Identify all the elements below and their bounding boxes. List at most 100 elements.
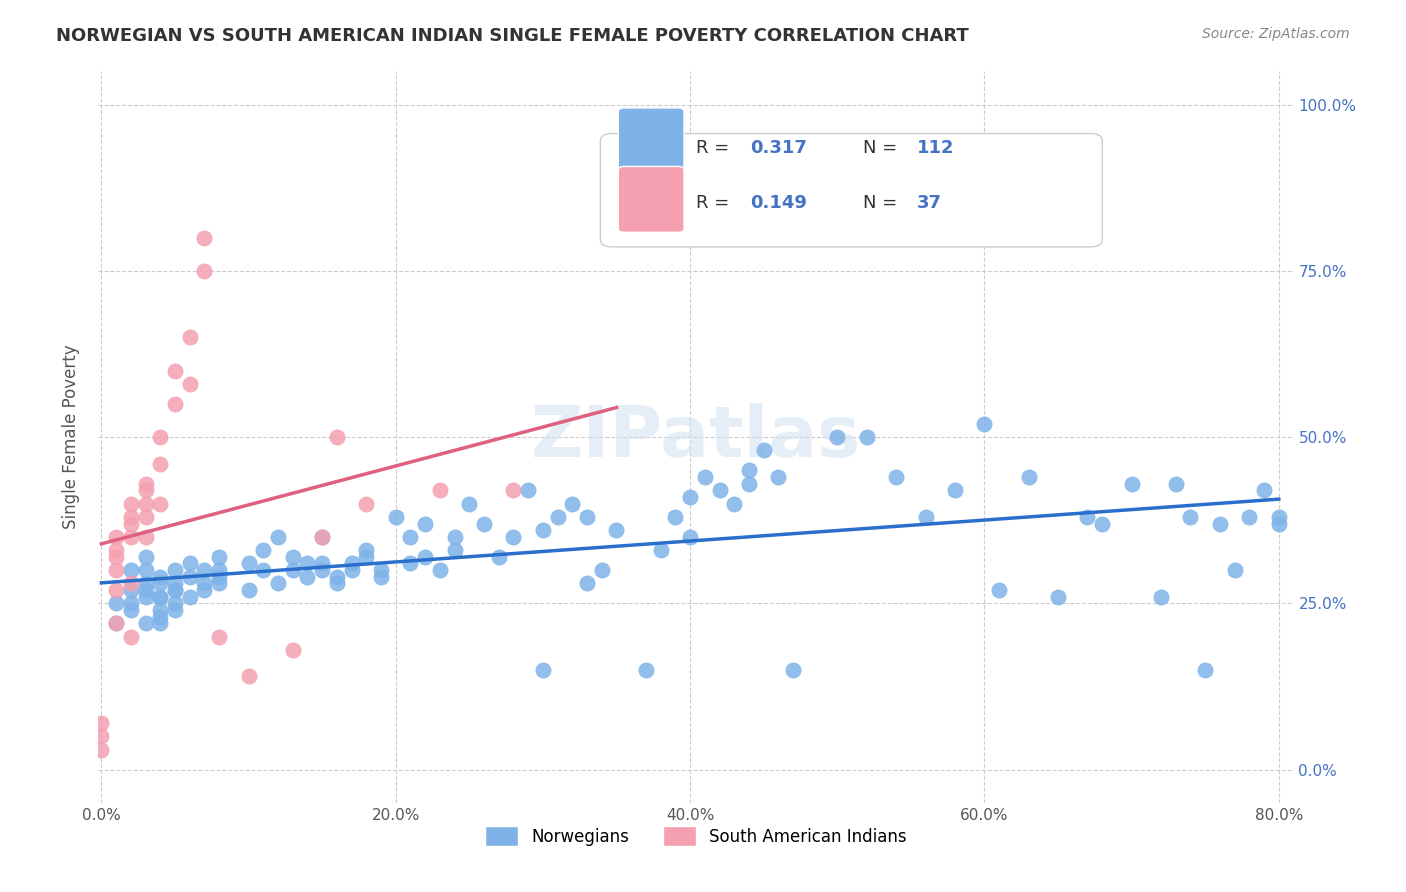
Point: [120, 516, 142, 531]
Point: [1164, 476, 1187, 491]
Point: [1121, 476, 1143, 491]
Text: Source: ZipAtlas.com: Source: ZipAtlas.com: [1202, 27, 1350, 41]
Text: 0.317: 0.317: [749, 139, 807, 157]
Point: [531, 523, 554, 537]
Point: [297, 557, 319, 571]
Point: [120, 630, 142, 644]
Point: [399, 557, 422, 571]
Text: N =: N =: [863, 139, 903, 157]
Point: [591, 563, 613, 577]
Point: [252, 563, 274, 577]
Point: [193, 576, 215, 591]
Point: [340, 563, 363, 577]
Point: [193, 264, 215, 278]
Point: [179, 376, 201, 391]
Point: [105, 549, 128, 564]
Point: [163, 576, 186, 591]
Point: [768, 470, 790, 484]
Point: [443, 543, 465, 558]
Point: [149, 497, 172, 511]
Point: [458, 497, 481, 511]
Text: R =: R =: [696, 194, 735, 212]
Point: [988, 582, 1011, 597]
Point: [134, 563, 156, 577]
Point: [884, 470, 907, 484]
Point: [1180, 509, 1202, 524]
Point: [1268, 509, 1291, 524]
Point: [163, 363, 186, 377]
Point: [429, 563, 451, 577]
Point: [782, 663, 804, 677]
Point: [1223, 563, 1246, 577]
Point: [149, 609, 172, 624]
Point: [311, 563, 333, 577]
Point: [370, 570, 392, 584]
Point: [149, 576, 172, 591]
FancyBboxPatch shape: [619, 108, 685, 174]
Point: [693, 470, 716, 484]
Point: [664, 509, 686, 524]
Point: [752, 443, 775, 458]
Point: [429, 483, 451, 498]
Point: [90, 729, 112, 743]
Point: [193, 563, 215, 577]
Legend: Norwegians, South American Indians: Norwegians, South American Indians: [478, 820, 914, 853]
Point: [297, 570, 319, 584]
Point: [179, 557, 201, 571]
Point: [105, 582, 128, 597]
Point: [208, 630, 231, 644]
Point: [413, 549, 436, 564]
Point: [163, 397, 186, 411]
Point: [134, 549, 156, 564]
Point: [1253, 483, 1275, 498]
Text: 112: 112: [917, 139, 955, 157]
Point: [90, 742, 112, 756]
Point: [193, 230, 215, 244]
Point: [326, 570, 349, 584]
Point: [163, 603, 186, 617]
Point: [90, 716, 112, 731]
Point: [1150, 590, 1173, 604]
Point: [208, 563, 231, 577]
Point: [943, 483, 966, 498]
Point: [134, 582, 156, 597]
Point: [679, 530, 702, 544]
Point: [709, 483, 731, 498]
Point: [413, 516, 436, 531]
Point: [149, 430, 172, 444]
Point: [120, 596, 142, 610]
Point: [134, 616, 156, 631]
Point: [149, 603, 172, 617]
Point: [105, 543, 128, 558]
Point: [502, 530, 524, 544]
Point: [267, 576, 290, 591]
Point: [105, 616, 128, 631]
Text: N =: N =: [863, 194, 903, 212]
FancyBboxPatch shape: [600, 134, 1102, 247]
Point: [149, 457, 172, 471]
Point: [120, 582, 142, 597]
Point: [193, 582, 215, 597]
Point: [356, 549, 378, 564]
Point: [149, 590, 172, 604]
Point: [1076, 509, 1098, 524]
Point: [576, 509, 599, 524]
Point: [531, 663, 554, 677]
Point: [914, 509, 936, 524]
Point: [281, 643, 304, 657]
Point: [267, 530, 290, 544]
Point: [825, 430, 848, 444]
Point: [502, 483, 524, 498]
Point: [472, 516, 495, 531]
Point: [384, 509, 406, 524]
Point: [120, 563, 142, 577]
Point: [1047, 590, 1070, 604]
Point: [149, 590, 172, 604]
Point: [1209, 516, 1232, 531]
Text: ZIPatlas: ZIPatlas: [531, 402, 860, 472]
Point: [399, 530, 422, 544]
Point: [738, 476, 761, 491]
Point: [179, 330, 201, 344]
Point: [679, 490, 702, 504]
Point: [1018, 470, 1040, 484]
